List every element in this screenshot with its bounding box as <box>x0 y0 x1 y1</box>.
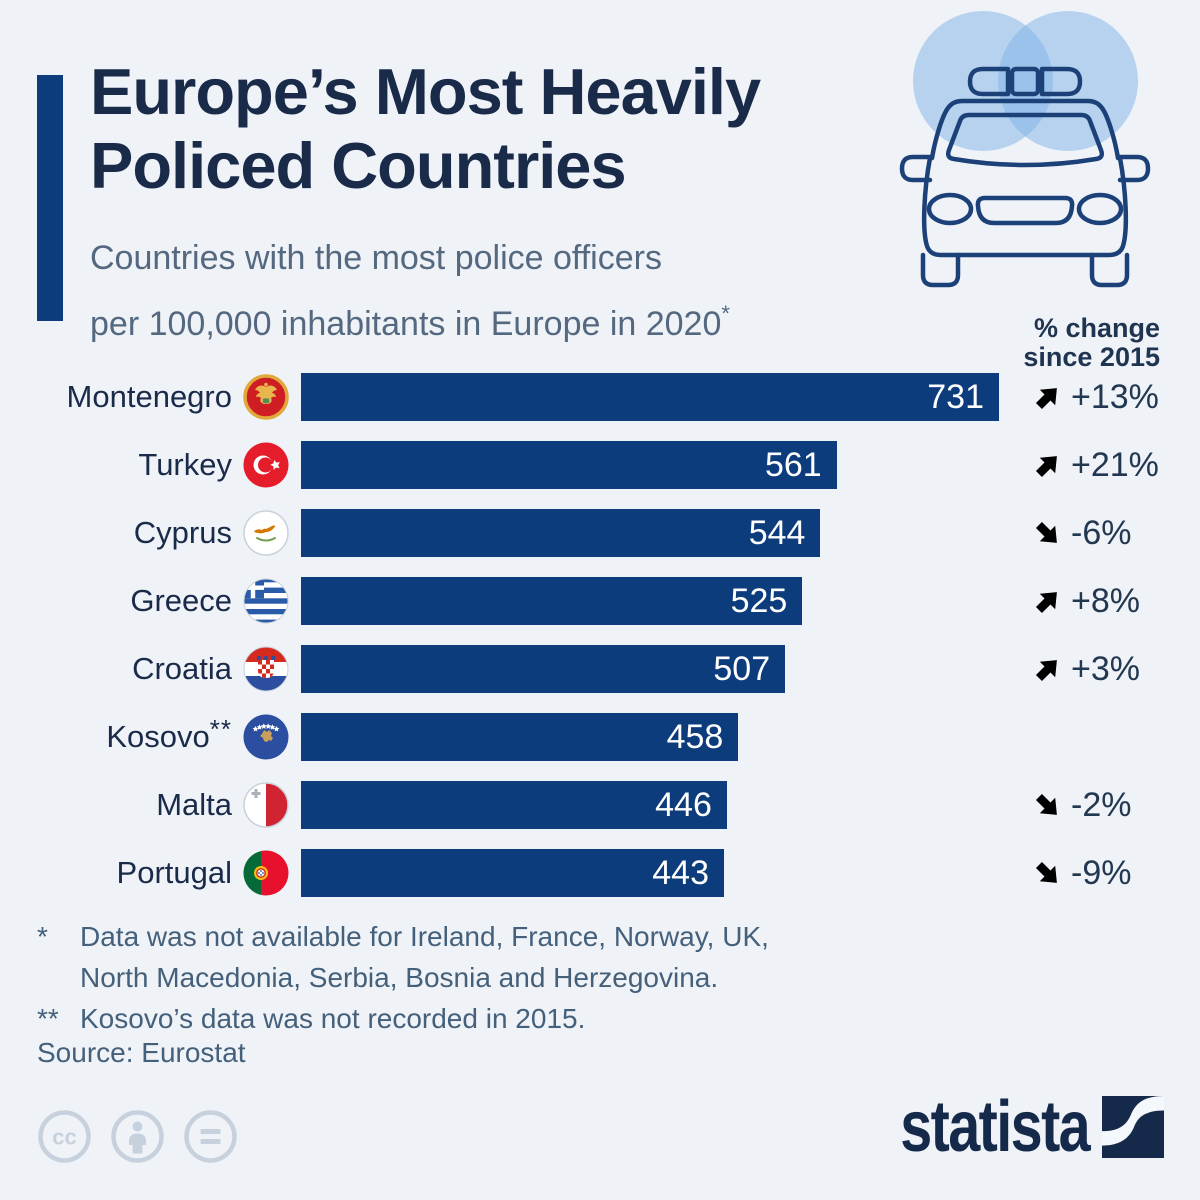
bar-turkey: 561 <box>301 441 837 489</box>
title-accent-bar <box>37 75 63 321</box>
change-value: +8% <box>1071 581 1140 620</box>
bar-value: 507 <box>713 649 771 688</box>
bar-value: 561 <box>764 445 822 484</box>
country-label: Kosovo** <box>106 714 232 754</box>
change-value: -9% <box>1071 853 1132 892</box>
bar-value: 525 <box>730 581 788 620</box>
table-row: Malta 446 -2% <box>0 771 1200 839</box>
bar-greece: 525 <box>301 577 803 625</box>
montenegro-flag-icon <box>242 373 290 421</box>
bar-montenegro: 731 <box>301 373 999 421</box>
bar-malta: 446 <box>301 781 727 829</box>
subtitle-line-1: Countries with the most police officers <box>90 239 662 277</box>
svg-text:cc: cc <box>52 1125 76 1150</box>
footnote-1: * Data was not available for Ireland, Fr… <box>37 916 769 998</box>
statista-logo-text: statista <box>900 1087 1090 1167</box>
statista-swoosh-icon <box>1102 1096 1164 1158</box>
attribution-icon <box>109 1108 166 1165</box>
change-value: +21% <box>1071 445 1159 484</box>
change-cell: +3% <box>1031 649 1183 689</box>
subtitle-line-2: per 100,000 inhabitants in Europe in 202… <box>90 305 722 343</box>
country-label: Greece <box>130 583 232 618</box>
malta-flag-icon <box>242 781 290 829</box>
footnote-1-text: Data was not available for Ireland, Fran… <box>80 921 769 993</box>
change-value: -2% <box>1071 785 1132 824</box>
equals-icon <box>182 1108 239 1165</box>
turkey-flag-icon <box>242 441 290 489</box>
change-cell: -2% <box>1031 785 1183 825</box>
bar-portugal: 443 <box>301 849 724 897</box>
trend-arrow-icon <box>1031 447 1065 482</box>
page-title: Europe’s Most Heavily Policed Countries <box>90 55 761 203</box>
country-label: Malta <box>156 787 232 822</box>
table-row: Croatia <box>0 635 1200 703</box>
table-row: Cyprus 544 -6% <box>0 499 1200 567</box>
table-row: Montenegro 731 +13% <box>0 363 1200 431</box>
footnote-2-text: Kosovo’s data was not recorded in 2015. <box>80 1003 586 1034</box>
bar-cyprus: 544 <box>301 509 821 557</box>
license-icons: cc <box>36 1108 239 1165</box>
change-cell: +21% <box>1031 445 1183 485</box>
footnote-2: ** Kosovo’s data was not recorded in 201… <box>37 998 769 1039</box>
bar-value: 544 <box>748 513 806 552</box>
subtitle-footnote-marker: * <box>721 301 730 326</box>
decor-circle-right <box>998 11 1138 151</box>
change-header-line-2: since 2015 <box>1023 342 1160 372</box>
trend-arrow-icon <box>1031 516 1065 551</box>
source-line: Source: Eurostat <box>37 1037 246 1068</box>
table-row: Turkey 561 +21% <box>0 431 1200 499</box>
country-label: Croatia <box>132 651 232 686</box>
portugal-flag-icon <box>242 849 290 897</box>
police-car-icon <box>890 8 1180 308</box>
table-row: Kosovo** 458 <box>0 703 1200 771</box>
trend-arrow-icon <box>1031 379 1065 414</box>
greece-flag-icon <box>242 577 290 625</box>
change-cell: -6% <box>1031 513 1183 553</box>
change-cell: +13% <box>1031 377 1183 417</box>
trend-arrow-icon <box>1031 788 1065 823</box>
country-label: Turkey <box>138 447 232 482</box>
bar-value: 446 <box>655 785 712 824</box>
country-label: Cyprus <box>133 515 232 550</box>
footnote-1-marker: * <box>37 921 48 952</box>
bar-kosovo: 458 <box>301 713 739 761</box>
bar-croatia: 507 <box>301 645 786 693</box>
trend-arrow-icon <box>1031 856 1065 891</box>
bar-value: 731 <box>927 377 984 416</box>
page-subtitle: Countries with the most police officers … <box>90 231 730 352</box>
cyprus-flag-icon <box>242 509 290 557</box>
table-row: Greece <box>0 567 1200 635</box>
bar-value: 458 <box>666 717 724 756</box>
footnotes: * Data was not available for Ireland, Fr… <box>37 916 769 1039</box>
country-label: Montenegro <box>66 379 232 414</box>
bar-value: 443 <box>652 853 709 892</box>
bar-chart: Montenegro 731 +13% <box>0 363 1200 907</box>
statista-logo: statista <box>853 1087 1164 1167</box>
change-value: +3% <box>1071 649 1140 688</box>
table-row: Portugal <box>0 839 1200 907</box>
country-label: Portugal <box>116 855 232 890</box>
title-line-1: Europe’s Most Heavily <box>90 55 761 128</box>
cc-icon: cc <box>36 1108 93 1165</box>
change-header-line-1: % change <box>1033 313 1160 343</box>
kosovo-flag-icon <box>242 713 290 761</box>
croatia-flag-icon <box>242 645 290 693</box>
footnote-2-marker: ** <box>37 1003 59 1034</box>
change-value: -6% <box>1071 513 1132 552</box>
trend-arrow-icon <box>1031 583 1065 618</box>
change-cell: -9% <box>1031 853 1183 893</box>
change-column-header: % change since 2015 <box>900 314 1160 372</box>
change-cell: +8% <box>1031 581 1183 621</box>
trend-arrow-icon <box>1031 651 1065 686</box>
change-value: +13% <box>1071 377 1159 416</box>
title-line-2: Policed Countries <box>90 129 627 202</box>
